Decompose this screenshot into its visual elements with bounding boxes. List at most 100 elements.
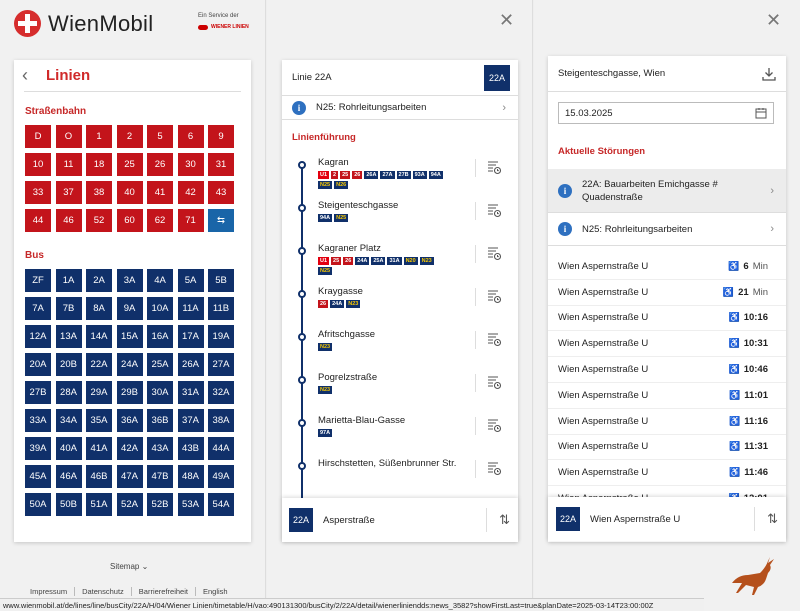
disruption-row-2[interactable]: i N25: Rohrleitungsarbeiten › xyxy=(548,213,786,246)
tram-line-tile[interactable]: 40 xyxy=(116,181,143,204)
bus-line-tile[interactable]: 17A xyxy=(177,325,204,348)
tram-line-tile[interactable]: 25 xyxy=(116,153,143,176)
bus-line-tile[interactable]: 5B xyxy=(208,269,234,292)
disruption-row-1[interactable]: i 22A: Bauarbeiten Emichgasse # Quadenst… xyxy=(548,169,786,213)
departure-row[interactable]: Wien Aspernstraße U ♿ 6 Min xyxy=(548,254,786,280)
stop-row[interactable]: Kraygasse 26 24A N23 xyxy=(282,282,518,325)
map-icon[interactable] xyxy=(451,460,476,478)
departure-row[interactable]: Wien Aspernstraße U ♿ 10:16 xyxy=(548,306,786,332)
bus-line-tile[interactable]: 48A xyxy=(177,465,204,488)
bus-line-tile[interactable]: 20B xyxy=(55,353,82,376)
bus-line-tile[interactable]: 54A xyxy=(208,493,234,516)
bus-line-tile[interactable]: 5A xyxy=(177,269,204,292)
bus-line-tile[interactable]: 50B xyxy=(55,493,82,516)
footer-link[interactable]: English xyxy=(202,587,228,596)
timetable-icon[interactable] xyxy=(486,460,504,478)
bus-line-tile[interactable]: 35A xyxy=(86,409,112,432)
tram-line-tile[interactable]: 26 xyxy=(147,153,173,176)
bus-line-tile[interactable]: 31A xyxy=(177,381,204,404)
bus-line-tile[interactable]: 43B xyxy=(177,437,204,460)
bus-line-tile[interactable]: 10A xyxy=(147,297,173,320)
bus-line-tile[interactable]: 2A xyxy=(86,269,112,292)
bus-line-tile[interactable]: 36A xyxy=(116,409,143,432)
bus-line-tile[interactable]: 7B xyxy=(55,297,82,320)
bus-line-tile[interactable]: 38A xyxy=(208,409,234,432)
tram-line-tile[interactable]: 11 xyxy=(55,153,82,176)
map-icon[interactable] xyxy=(451,417,476,435)
bus-line-tile[interactable]: 33A xyxy=(25,409,51,432)
bus-line-tile[interactable]: 7A xyxy=(25,297,51,320)
tram-line-tile[interactable]: 18 xyxy=(86,153,112,176)
map-icon[interactable] xyxy=(451,159,476,177)
bus-line-tile[interactable]: 46B xyxy=(86,465,112,488)
bus-line-tile[interactable]: 11B xyxy=(208,297,234,320)
timetable-icon[interactable] xyxy=(486,331,504,349)
footer-link[interactable]: Datenschutz xyxy=(75,587,132,596)
calendar-icon[interactable] xyxy=(755,107,767,119)
footer-link[interactable]: Impressum xyxy=(30,587,76,596)
bus-line-tile[interactable]: 43A xyxy=(147,437,173,460)
stop-row[interactable]: Hirschstetten, Süßenbrunner Str. xyxy=(282,454,518,497)
timetable-icon[interactable] xyxy=(486,417,504,435)
bus-line-tile[interactable]: 44A xyxy=(208,437,234,460)
tram-line-tile[interactable]: 46 xyxy=(55,209,82,232)
bus-line-tile[interactable]: 14A xyxy=(86,325,112,348)
tram-line-tile[interactable]: 60 xyxy=(116,209,143,232)
bus-line-tile[interactable]: 37A xyxy=(177,409,204,432)
bus-line-tile[interactable]: 52A xyxy=(116,493,143,516)
bus-line-tile[interactable]: 49A xyxy=(208,465,234,488)
bus-line-tile[interactable]: 12A xyxy=(25,325,51,348)
bus-line-tile[interactable]: 34A xyxy=(55,409,82,432)
bus-line-tile[interactable]: 29B xyxy=(116,381,143,404)
bus-line-tile[interactable]: 9A xyxy=(116,297,143,320)
tram-line-tile[interactable]: 5 xyxy=(147,125,173,148)
wiener-linien-logo[interactable]: WIENER LINIEN xyxy=(198,24,249,30)
tram-line-tile[interactable]: 9 xyxy=(208,125,234,148)
bus-line-tile[interactable]: 46A xyxy=(55,465,82,488)
bus-line-tile[interactable]: 29A xyxy=(86,381,112,404)
back-chevron-icon[interactable]: ‹ xyxy=(22,65,28,85)
map-icon[interactable] xyxy=(451,331,476,349)
tram-line-tile[interactable]: 44 xyxy=(25,209,51,232)
departure-row[interactable]: Wien Aspernstraße U ♿ 21 Min xyxy=(548,280,786,306)
tram-line-tile[interactable]: 42 xyxy=(177,181,204,204)
bus-line-tile[interactable]: 26A xyxy=(177,353,204,376)
tram-line-tile[interactable]: 43 xyxy=(208,181,234,204)
timetable-icon[interactable] xyxy=(486,288,504,306)
bus-line-tile[interactable]: 27B xyxy=(25,381,51,404)
bus-line-tile[interactable]: 19A xyxy=(208,325,234,348)
sitemap-toggle[interactable]: Sitemap ⌄ xyxy=(110,562,149,571)
tram-line-tile[interactable]: 31 xyxy=(208,153,234,176)
bus-line-tile[interactable]: 41A xyxy=(86,437,112,460)
bus-line-tile[interactable]: 47B xyxy=(147,465,173,488)
bus-line-tile[interactable]: 39A xyxy=(25,437,51,460)
map-icon[interactable] xyxy=(451,202,476,220)
download-icon[interactable] xyxy=(762,67,776,81)
wienmobil-logo[interactable]: WienMobil xyxy=(14,10,153,37)
bus-line-tile[interactable]: 52B xyxy=(147,493,173,516)
departure-row[interactable]: Wien Aspernstraße U ♿ 10:46 xyxy=(548,357,786,383)
tram-line-tile[interactable]: 2 xyxy=(116,125,143,148)
bus-line-tile[interactable]: 20A xyxy=(25,353,51,376)
timetable-icon[interactable] xyxy=(486,374,504,392)
close-icon[interactable]: ✕ xyxy=(766,10,782,30)
bus-line-tile[interactable]: 13A xyxy=(55,325,82,348)
disruption-row[interactable]: i N25: Rohrleitungsarbeiten › xyxy=(282,96,518,120)
bus-line-tile[interactable]: 53A xyxy=(177,493,204,516)
bus-line-tile[interactable]: 45A xyxy=(25,465,51,488)
map-icon[interactable] xyxy=(451,374,476,392)
departure-row[interactable]: Wien Aspernstraße U ♿ 11:01 xyxy=(548,383,786,409)
bus-line-tile[interactable]: ZF xyxy=(25,269,51,292)
tram-line-tile[interactable]: 33 xyxy=(25,181,51,204)
map-icon[interactable] xyxy=(451,288,476,306)
stop-row[interactable]: Kagran U1 2 25 26 26A 27A 27B 93A 94A N25 N26 xyxy=(282,153,518,196)
tram-line-tile[interactable]: 10 xyxy=(25,153,51,176)
stop-row[interactable]: Afritschgasse N23 xyxy=(282,325,518,368)
bus-line-tile[interactable]: 8A xyxy=(86,297,112,320)
timetable-icon[interactable] xyxy=(486,202,504,220)
bus-line-tile[interactable]: 27A xyxy=(208,353,234,376)
tram-line-tile[interactable]: 6 xyxy=(177,125,204,148)
tram-special-icon[interactable]: ⇆ xyxy=(208,209,234,232)
tram-line-tile[interactable]: 1 xyxy=(86,125,112,148)
bus-line-tile[interactable]: 3A xyxy=(116,269,143,292)
